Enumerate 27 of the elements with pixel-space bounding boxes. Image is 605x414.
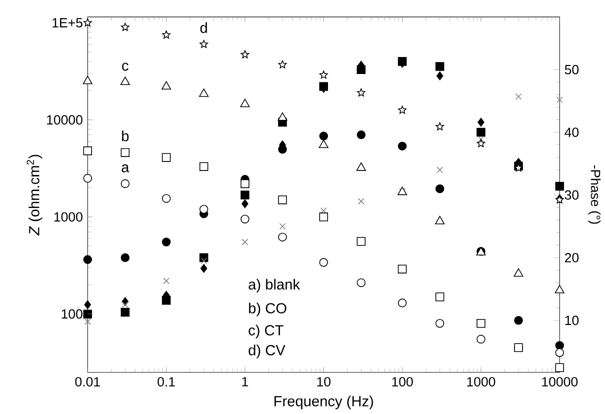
x-tick-label: 0.1 (158, 377, 175, 387)
annotation: a) blank (248, 279, 300, 293)
series-label: a (122, 164, 130, 173)
y2-axis-title: -Phase (°) (588, 165, 601, 224)
x-tick-label: 0.01 (75, 377, 100, 387)
y-tick-label: 1000 (54, 212, 82, 222)
y-tick-label: 10000 (47, 115, 82, 125)
x-tick-label: 10 (317, 377, 330, 387)
x-axis-title: Frequency (Hz) (274, 396, 374, 410)
y2-tick-label: 10 (565, 316, 579, 326)
x-tick-label: 1000 (467, 377, 496, 387)
y-tick-label: 100 (62, 309, 82, 319)
y-tick-label: 1E+5 (52, 18, 82, 28)
y-axis-title: Z (ohm.cm$^{2}$) (26, 155, 42, 236)
annotation: c) CT (248, 324, 284, 338)
y2-tick-label: 40 (564, 128, 579, 138)
x-tick-label: 1 (242, 377, 248, 386)
y2-tick-label: 20 (564, 253, 579, 263)
series-label: b (122, 130, 129, 142)
y2-tick-label: 30 (564, 190, 579, 200)
y2-tick-label: 50 (564, 65, 579, 74)
annotation: d) CV (248, 344, 286, 358)
series-label: c (122, 62, 128, 71)
annotation: b) CO (249, 302, 286, 316)
x-tick-label: 100 (392, 377, 413, 387)
series-label: d (200, 22, 207, 34)
x-tick-label: 10000 (542, 377, 578, 387)
